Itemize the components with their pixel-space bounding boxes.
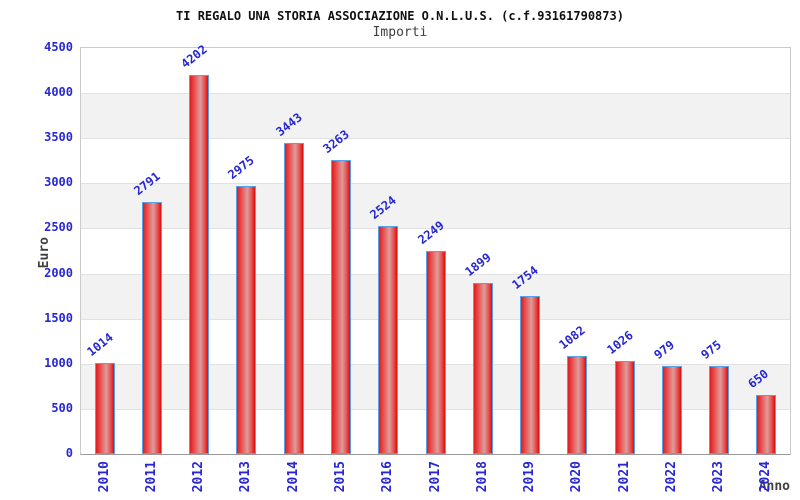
y-axis-title: Euro <box>37 237 52 269</box>
x-tick-label: 2010 <box>96 461 112 493</box>
bar <box>141 202 162 454</box>
x-tick-label: 2011 <box>143 461 159 493</box>
bar-value-label: 1026 <box>603 328 636 358</box>
y-tick-label: 500 <box>51 400 73 415</box>
bar-value-label: 979 <box>651 337 677 362</box>
x-tick-label: 2012 <box>191 461 207 493</box>
bar <box>94 362 115 454</box>
x-tick-label: 2020 <box>569 461 585 493</box>
bar <box>614 361 635 454</box>
x-tick-label: 2019 <box>522 461 538 493</box>
y-tick-label: 1500 <box>44 310 73 325</box>
chart-subtitle: Importi <box>372 25 428 40</box>
y-tick-label: 4000 <box>44 85 73 100</box>
bar <box>756 395 777 454</box>
x-tick-label: 2024 <box>758 461 774 493</box>
x-tick-label: 2016 <box>380 461 396 493</box>
y-tick-label: 0 <box>65 446 73 460</box>
bar-value-label: 1082 <box>556 323 589 353</box>
bar-value-label: 1014 <box>84 329 116 359</box>
bar-value-label: 4202 <box>178 42 210 71</box>
plot-band <box>81 93 790 139</box>
bar <box>283 143 304 454</box>
y-tick-label: 1000 <box>44 355 73 370</box>
gridline <box>81 183 790 185</box>
chart-title: TI REGALO UNA STORIA ASSOCIAZIONE O.N.L.… <box>176 9 624 23</box>
x-tick-label: 2013 <box>238 461 254 493</box>
y-tick-label: 2500 <box>44 220 73 235</box>
bar <box>330 159 351 454</box>
gridline <box>81 228 790 230</box>
bar <box>661 365 682 454</box>
x-tick-label: 2017 <box>427 461 443 493</box>
bar <box>425 251 446 454</box>
y-tick-label: 4500 <box>44 40 73 54</box>
bar-value-label: 2975 <box>225 152 258 182</box>
x-axis-title: Anno <box>758 479 790 494</box>
y-tick-label: 3500 <box>44 130 73 145</box>
gridline <box>81 138 790 140</box>
bar <box>567 356 588 454</box>
bar-value-label: 975 <box>698 337 725 363</box>
bar <box>236 185 257 454</box>
bar <box>189 74 210 454</box>
x-tick-label: 2014 <box>285 461 301 493</box>
bar <box>472 282 493 454</box>
x-tick-label: 2022 <box>663 461 679 493</box>
bar <box>520 295 541 454</box>
y-tick-label: 3000 <box>44 175 73 190</box>
x-tick-label: 2023 <box>711 461 727 493</box>
y-tick-label: 2000 <box>44 265 73 280</box>
x-tick-label: 2018 <box>474 461 490 493</box>
bar <box>378 226 399 454</box>
x-tick-label: 2015 <box>332 461 348 493</box>
x-tick-label: 2021 <box>616 461 632 493</box>
bar <box>709 366 730 454</box>
plot-area: 1014 2791 4202 2975 3443 3263 2524 2249 1899 1754… <box>80 42 791 455</box>
gridline <box>81 93 790 95</box>
